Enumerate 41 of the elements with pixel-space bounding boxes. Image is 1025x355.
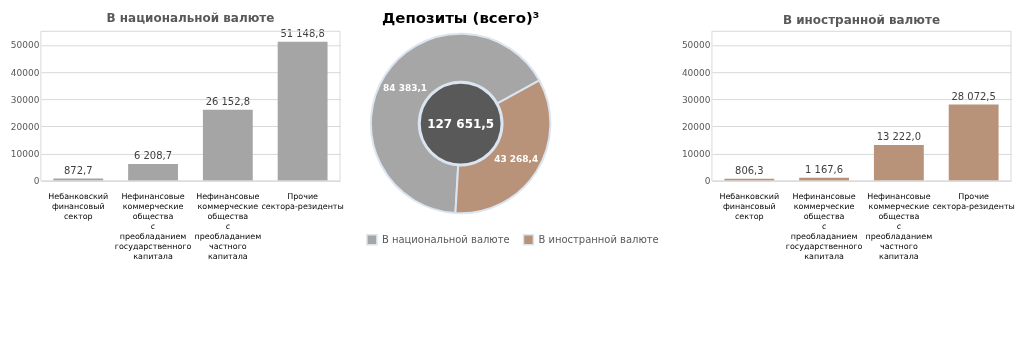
x-tick-label: Небанковский финансовый сектор [48,192,109,222]
y-tick-label: 20000 [681,121,711,132]
data-label: 6 208,7 [134,149,173,161]
y-tick-label: 40000 [681,67,711,78]
y-tick-label: 30000 [681,94,711,105]
x-tick-label: Нефинансовые коммерческие общества с преобладанием частного капитала [194,192,262,262]
legend-label: В иностранной валюте [538,233,659,245]
data-label: 13 222,0 [876,130,922,142]
data-label: 1 167,6 [805,163,844,175]
data-label: 51 148,8 [280,27,325,39]
chart-title: Депозиты (всего)³ [382,8,540,27]
data-label: 84 383,1 [383,83,428,94]
data-label: 806,3 [735,164,764,176]
x-tick-label: Нефинансовые коммерческие общества с преобладанием государственного капитала [785,192,863,262]
legend-label: В национальной валюте [381,233,510,245]
bar [277,41,328,181]
y-tick-label: 0 [704,176,711,187]
chart-title: В национальной валюте [106,10,275,25]
text: 127 651,5 [427,116,495,131]
x-tick-label: Прочие сектора-резиденты [261,192,344,212]
y-tick-label: 20000 [10,121,40,132]
data-label: 26 152,8 [205,95,251,107]
data-label: 28 072,5 [951,90,996,102]
bar [202,109,253,181]
chart-title: В иностранной валюте [782,12,941,27]
y-tick-label: 30000 [10,94,40,105]
x-tick-label: Нефинансовые коммерческие общества с преобладанием частного капитала [865,192,933,262]
y-tick-label: 50000 [10,40,40,51]
data-label: 872,7 [64,164,93,176]
y-tick-label: 0 [33,176,40,187]
y-tick-label: 10000 [10,149,40,160]
x-tick-label: Прочие сектора-резиденты [932,192,1015,212]
bar [128,163,178,181]
y-tick-label: 10000 [681,149,711,160]
bar [873,144,924,181]
y-tick-label: 40000 [10,67,40,78]
x-tick-label: Небанковский финансовый сектор [719,192,780,222]
y-tick-label: 50000 [681,40,711,51]
x-tick-label: Нефинансовые коммерческие общества с преобладанием государственного капитала [114,192,192,262]
data-label: 43 268,4 [494,153,539,164]
bar [948,104,999,181]
